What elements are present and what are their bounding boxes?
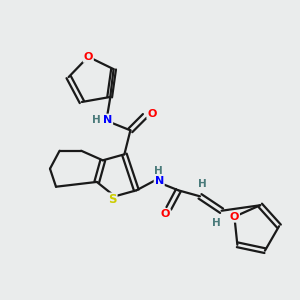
Text: H: H: [92, 115, 101, 124]
Text: O: O: [230, 212, 239, 222]
Text: O: O: [147, 109, 157, 118]
Text: H: H: [198, 179, 207, 189]
Text: S: S: [108, 194, 117, 206]
Text: O: O: [160, 209, 170, 219]
Text: H: H: [212, 218, 221, 228]
Text: N: N: [154, 176, 164, 186]
Text: N: N: [103, 115, 112, 124]
Text: O: O: [83, 52, 93, 62]
Text: H: H: [154, 166, 162, 176]
